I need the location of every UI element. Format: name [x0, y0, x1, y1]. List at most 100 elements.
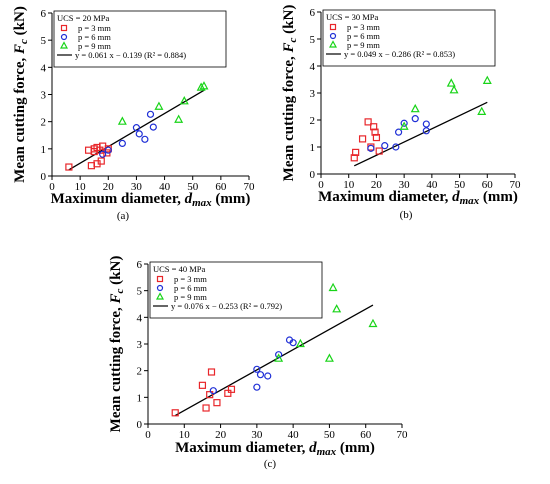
- data-point-p3: [156, 275, 164, 283]
- y-tick-label: 1: [41, 144, 47, 156]
- legend-entry-label: p = 3 mm: [174, 274, 207, 284]
- y-tick-label: 3: [310, 88, 316, 100]
- legend-entry-label: p = 9 mm: [347, 40, 380, 50]
- data-point-p3: [171, 409, 179, 417]
- data-point-p9: [368, 318, 378, 328]
- x-tick-label: 20: [215, 429, 227, 441]
- data-point-p6: [367, 144, 375, 152]
- data-point-p6: [264, 372, 272, 380]
- x-tick-label: 0: [145, 429, 151, 441]
- data-point-p6: [400, 119, 408, 127]
- data-point-p9: [179, 96, 189, 105]
- data-point-p3: [227, 385, 236, 393]
- data-point-p3: [198, 381, 207, 389]
- y-tick-label: 3: [41, 90, 47, 102]
- y-tick-label: 1: [137, 392, 143, 404]
- legend-fit-label: y = 0.076 x − 0.253 (R² = 0.792): [171, 301, 282, 311]
- data-point-p3: [329, 23, 337, 31]
- y-tick-label: 2: [310, 115, 316, 127]
- x-tick-label: 10: [343, 179, 355, 191]
- data-point-p6: [135, 130, 143, 138]
- data-point-p6: [118, 139, 126, 147]
- data-point-p3: [375, 147, 383, 155]
- data-point-p9: [477, 106, 487, 116]
- data-point-p3: [207, 368, 216, 376]
- data-point-p3: [213, 399, 221, 407]
- panel-a: 0 10 20 30 40 50 60 70 0 1 2 3 4 5 6 Maximum diameter, …: [12, 6, 255, 222]
- x-tick-label: 60: [215, 181, 227, 193]
- panel-c: 0 10 20 30 40 50 60 70 0 1 2 3 4 5 6 Maximum diameter, …: [108, 256, 408, 470]
- y-tick-label: 2: [137, 366, 143, 378]
- data-point-p6: [146, 110, 155, 118]
- data-point-p9: [332, 304, 342, 313]
- y-axis-label: Mean cutting force, Fc (kN): [281, 5, 299, 182]
- data-point-p3: [97, 157, 105, 165]
- legend-title: UCS = 20 MPa: [57, 13, 109, 23]
- data-point-p6: [99, 150, 107, 158]
- fit-line: [174, 304, 374, 417]
- legend-box: [53, 10, 227, 68]
- data-point-p9: [174, 114, 184, 123]
- y-tick-label: 0: [41, 171, 47, 183]
- y-tick-label: 1: [310, 142, 316, 154]
- x-tick-label: 60: [360, 429, 372, 441]
- data-point-p9: [117, 116, 127, 125]
- x-tick-label: 70: [510, 179, 522, 191]
- data-point-p9: [399, 121, 409, 130]
- x-tick-label: 60: [482, 179, 494, 191]
- y-tick-label: 5: [310, 34, 316, 46]
- x-tick-label: 20: [103, 181, 115, 193]
- data-point-p9: [274, 353, 284, 362]
- data-point-p9: [154, 101, 164, 110]
- data-point-p3: [358, 135, 367, 143]
- x-tick-label: 40: [159, 181, 171, 193]
- data-point-p6: [256, 371, 265, 379]
- y-tick-label: 0: [137, 419, 143, 431]
- data-point-p6: [395, 128, 403, 136]
- data-point-p9: [410, 103, 420, 113]
- data-point-p6: [392, 143, 400, 151]
- y-axis-label: Mean cutting force, Fc (kN): [12, 6, 30, 183]
- fit-line: [353, 101, 488, 167]
- legend-entry-label: p = 9 mm: [174, 292, 207, 302]
- x-tick-label: 10: [75, 181, 87, 193]
- legend-box: [322, 9, 496, 67]
- data-point-p6: [149, 123, 157, 131]
- legend-entry-label: p = 3 mm: [347, 22, 380, 32]
- data-point-p6: [253, 365, 261, 373]
- data-point-p9: [295, 338, 305, 348]
- data-point-p6: [422, 127, 430, 135]
- data-point-p6: [289, 339, 297, 347]
- y-tick-label: 4: [310, 61, 316, 73]
- data-point-p3: [352, 148, 360, 156]
- data-point-p3: [364, 118, 372, 126]
- y-tick-label: 5: [41, 35, 47, 47]
- legend-fit-label: y = 0.049 x − 0.286 (R² = 0.853): [344, 49, 455, 59]
- data-point-p9: [446, 78, 456, 87]
- data-point-p6: [156, 284, 164, 292]
- data-point-p6: [104, 146, 112, 154]
- data-point-p6: [422, 120, 430, 128]
- data-point-p9: [199, 81, 209, 90]
- x-tick-label: 50: [454, 179, 466, 191]
- x-tick-label: 40: [288, 429, 300, 441]
- data-point-p6: [209, 387, 217, 395]
- x-tick-label: 30: [399, 179, 411, 191]
- legend-entry-label: p = 3 mm: [78, 23, 111, 33]
- data-point-p3: [372, 133, 381, 142]
- data-point-p6: [329, 32, 337, 40]
- x-tick-label: 70: [397, 429, 409, 441]
- data-point-p9: [328, 40, 338, 48]
- data-point-p9: [449, 85, 459, 94]
- data-point-p9: [155, 292, 165, 300]
- data-point-p3: [224, 389, 232, 397]
- y-tick-label: 4: [41, 62, 47, 74]
- y-axis-label: Mean cutting force, Fc (kN): [108, 256, 126, 433]
- data-point-p9: [324, 353, 334, 362]
- legend-entry-label: p = 9 mm: [78, 41, 111, 51]
- x-tick-label: 10: [179, 429, 191, 441]
- y-tick-label: 4: [137, 312, 143, 324]
- data-point-p3: [65, 163, 73, 171]
- y-tick-label: 6: [41, 8, 47, 20]
- y-tick-label: 3: [137, 339, 143, 351]
